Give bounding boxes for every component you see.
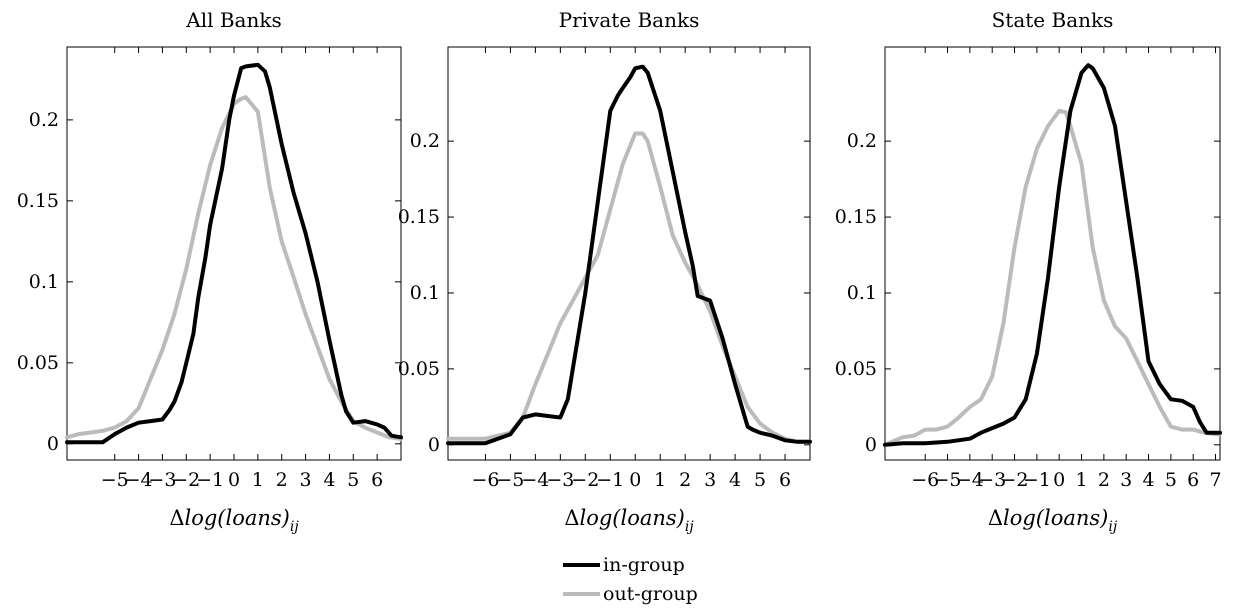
series-line-in-group xyxy=(883,63,1222,447)
x-tick-label: 5 xyxy=(754,469,766,491)
x-tick-label: −2 xyxy=(172,469,200,491)
y-tick-label: 0.2 xyxy=(847,130,877,152)
chart-panel-1: All Banks−5−4−3−2−1 0 1 2 3 4 5 600.050.10.150.… xyxy=(17,8,403,535)
x-tick-label: 4 xyxy=(323,469,335,491)
x-tick-label: −5 xyxy=(496,469,524,491)
x-tick-label: 0 xyxy=(629,469,641,491)
y-tick-label: 0.1 xyxy=(847,282,877,304)
legend-label-in-group: in-group xyxy=(603,554,685,576)
y-tick-label: 0.15 xyxy=(17,190,59,212)
y-tick-label: 0 xyxy=(428,434,440,456)
x-tick-label: 6 xyxy=(1187,469,1199,491)
x-tick-label: −2 xyxy=(571,469,599,491)
plot-frame xyxy=(884,46,1221,461)
x-tick-label: −1 xyxy=(1023,469,1051,491)
x-tick-label: −6 xyxy=(471,469,499,491)
x-tick-label: 1 xyxy=(1075,469,1087,491)
x-tick-label: −4 xyxy=(956,469,984,491)
y-tick-label: 0.1 xyxy=(29,271,59,293)
x-tick-label: −3 xyxy=(148,469,176,491)
x-tick-label: −4 xyxy=(125,469,153,491)
x-tick-label: 4 xyxy=(1142,469,1154,491)
x-tick-label: −5 xyxy=(934,469,962,491)
x-tick-label: −3 xyxy=(546,469,574,491)
x-tick-label: 7 xyxy=(1209,469,1221,491)
x-tick-label: −5 xyxy=(101,469,129,491)
x-tick-label: 4 xyxy=(729,469,741,491)
y-tick-label: 0.05 xyxy=(17,352,59,374)
series-line-in-group xyxy=(65,62,403,445)
x-axis-label: Δlog(loans)ij xyxy=(564,506,694,535)
y-tick-label: 0.1 xyxy=(410,282,440,304)
legend: in-group out-group xyxy=(563,554,698,605)
x-tick-label: 0 xyxy=(1053,469,1065,491)
x-tick-label: 3 xyxy=(300,469,312,491)
panel-title: Private Banks xyxy=(559,8,700,32)
x-tick-label: −2 xyxy=(1001,469,1029,491)
x-tick-label: 1 xyxy=(252,469,264,491)
y-tick-label: 0 xyxy=(47,433,59,455)
y-tick-label: 0.15 xyxy=(398,206,440,228)
x-tick-label: 0 xyxy=(228,469,240,491)
x-tick-label: 2 xyxy=(679,469,691,491)
y-tick-label: 0.15 xyxy=(835,206,877,228)
x-tick-label: 2 xyxy=(1098,469,1110,491)
panel-title: State Banks xyxy=(992,8,1114,32)
panel-title: All Banks xyxy=(185,8,281,32)
series-line-in-group xyxy=(446,64,812,446)
series-line-out-group xyxy=(65,95,403,441)
y-tick-label: 0.2 xyxy=(29,109,59,131)
x-tick-label: 6 xyxy=(371,469,383,491)
series-line-out-group xyxy=(883,108,1222,447)
chart-panel-2: Private Banks−6−5−4−3−2−1 0 1 2 3 4 5 600.050.1… xyxy=(398,8,812,535)
x-tick-label: 3 xyxy=(1120,469,1132,491)
x-axis-label: Δlog(loans)ij xyxy=(988,506,1118,535)
x-tick-label: 6 xyxy=(779,469,791,491)
y-tick-label: 0.05 xyxy=(835,358,877,380)
y-tick-label: 0.2 xyxy=(410,130,440,152)
x-tick-label: −6 xyxy=(911,469,939,491)
x-tick-label: 3 xyxy=(704,469,716,491)
chart-panel-3: State Banks−6−5−4−3−2−1 0 1 2 3 4 5 6 700.050.10… xyxy=(835,8,1222,535)
x-tick-label: −1 xyxy=(596,469,624,491)
series-line-out-group xyxy=(446,131,812,444)
y-tick-label: 0.05 xyxy=(398,358,440,380)
x-tick-label: 5 xyxy=(1165,469,1177,491)
x-tick-label: 2 xyxy=(276,469,288,491)
x-tick-label: −4 xyxy=(521,469,549,491)
x-axis-label: Δlog(loans)ij xyxy=(169,506,299,535)
x-tick-label: −3 xyxy=(978,469,1006,491)
plot-frame xyxy=(447,46,811,461)
x-tick-label: 1 xyxy=(654,469,666,491)
legend-label-out-group: out-group xyxy=(603,583,698,605)
x-tick-label: 5 xyxy=(347,469,359,491)
plot-frame xyxy=(66,46,402,461)
y-tick-label: 0 xyxy=(865,434,877,456)
x-tick-label: −1 xyxy=(196,469,224,491)
